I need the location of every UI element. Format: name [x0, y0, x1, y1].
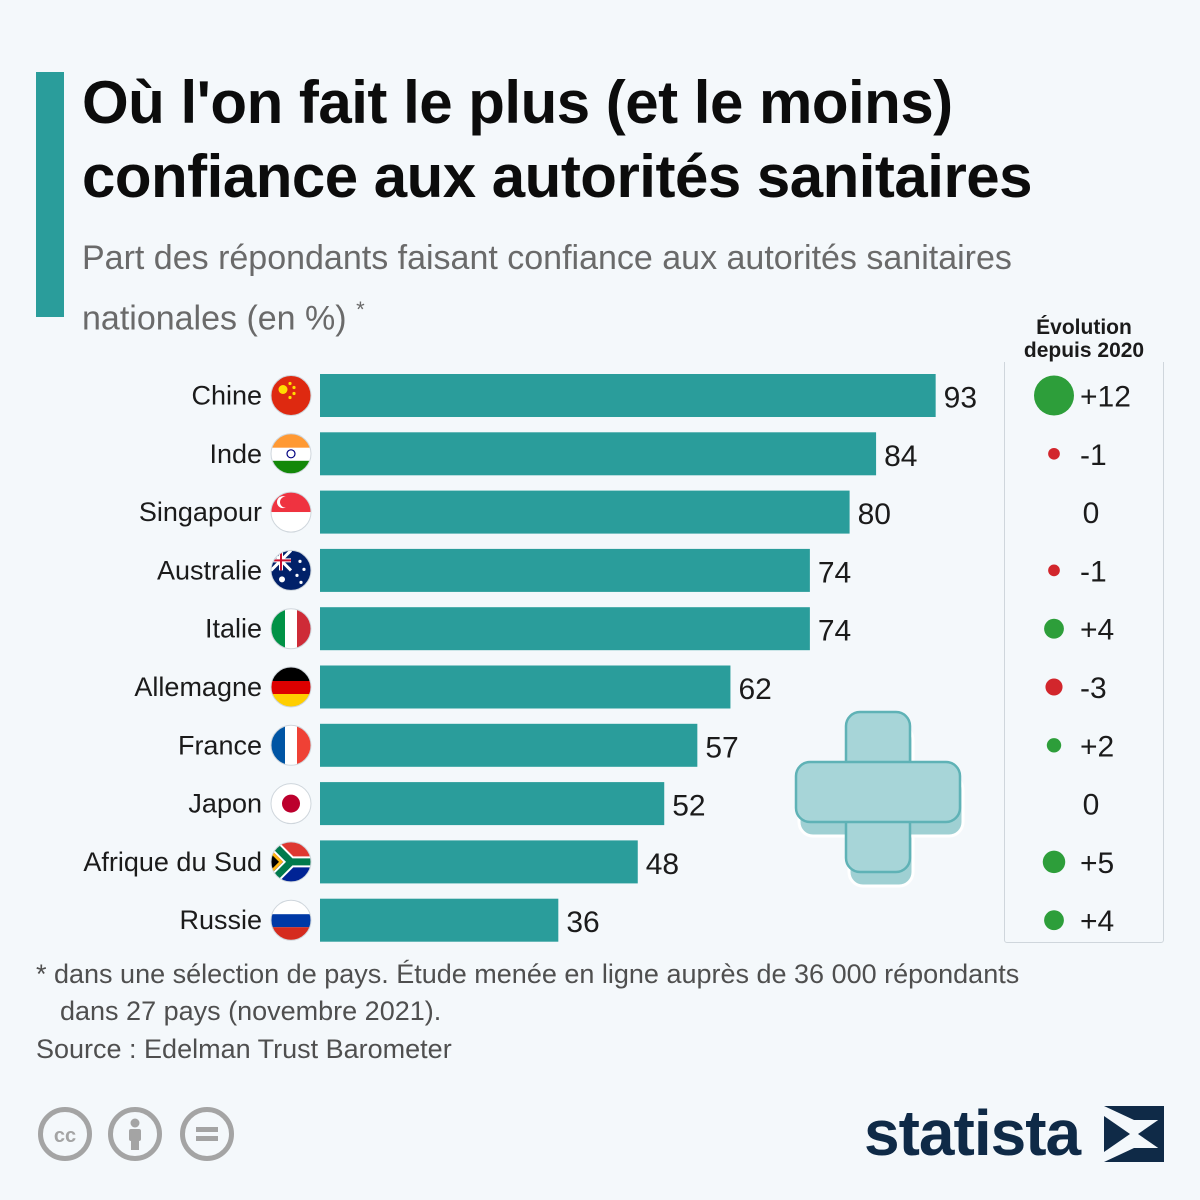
- value-label-2: 80: [858, 498, 891, 531]
- evolution-dot-6: [1046, 738, 1062, 753]
- bar-2: [320, 490, 850, 534]
- bar-3: [320, 548, 810, 592]
- statista-logo-text[interactable]: statista: [864, 1097, 1081, 1169]
- evolution-label-7: 0: [1083, 789, 1100, 822]
- category-label-5: Allemagne: [134, 672, 262, 702]
- evolution-label-0: +12: [1080, 381, 1131, 414]
- evolution-label-9: +4: [1080, 905, 1114, 938]
- value-label-0: 93: [944, 382, 977, 415]
- footnote: * dans une sélection de pays. Étude mené…: [36, 956, 1176, 1030]
- flag-icon-9: [270, 899, 312, 941]
- evolution-label-3: -1: [1080, 555, 1107, 588]
- evolution-dot-0: [1034, 375, 1074, 416]
- flag-icon-5: [270, 666, 312, 708]
- value-label-7: 52: [672, 790, 705, 823]
- flag-icon-4: [270, 608, 312, 650]
- accent-bar: [36, 72, 64, 317]
- evolution-dot-3: [1048, 564, 1060, 577]
- flag-icon-3: [270, 549, 312, 591]
- bar-1: [320, 432, 877, 476]
- category-label-8: Afrique du Sud: [83, 847, 262, 877]
- evolution-dot-8: [1042, 850, 1066, 874]
- category-label-0: Chine: [191, 381, 262, 411]
- bar-5: [320, 665, 731, 709]
- bar-7: [320, 782, 665, 826]
- statista-logo-icon: [1104, 1106, 1164, 1162]
- subtitle-text: Part des répondants faisant confiance au…: [82, 239, 1012, 338]
- evolution-dot-1: [1048, 447, 1060, 460]
- svg-text:cc: cc: [54, 1125, 76, 1147]
- cc-icon[interactable]: cc: [38, 1107, 92, 1161]
- evolution-header: Évolution depuis 2020: [1004, 316, 1164, 362]
- category-label-7: Japon: [188, 789, 262, 819]
- value-label-9: 36: [566, 906, 599, 939]
- flag-icon-1: [270, 433, 312, 475]
- value-label-6: 57: [705, 731, 738, 764]
- bar-6: [320, 723, 698, 767]
- evolution-dot-5: [1045, 678, 1063, 696]
- chart-title: Où l'on fait le plus (et le moins) confi…: [82, 69, 1033, 210]
- footnote-line-1: * dans une sélection de pays. Étude mené…: [36, 959, 1020, 989]
- value-label-3: 74: [818, 556, 851, 589]
- value-label-4: 74: [818, 615, 851, 648]
- flag-icon-7: [270, 783, 312, 825]
- bar-4: [320, 607, 810, 651]
- category-label-3: Australie: [157, 555, 262, 585]
- evolution-dot-9: [1044, 910, 1064, 931]
- evolution-label-6: +2: [1080, 730, 1114, 763]
- category-label-2: Singapour: [139, 497, 262, 527]
- category-label-6: France: [178, 730, 262, 760]
- value-label-1: 84: [884, 440, 917, 473]
- value-label-5: 62: [738, 673, 771, 706]
- bar-0: [320, 374, 936, 417]
- evolution-label-5: -3: [1080, 672, 1107, 705]
- evolution-dot-4: [1044, 618, 1064, 639]
- bar-8: [320, 840, 638, 884]
- category-label-4: Italie: [205, 614, 262, 644]
- flag-icon-0: [270, 375, 312, 416]
- evolution-label-8: +5: [1080, 847, 1114, 880]
- category-label-9: Russie: [179, 905, 262, 935]
- attribution-icon[interactable]: [108, 1107, 162, 1161]
- no-derivatives-icon[interactable]: [180, 1107, 234, 1161]
- flag-icon-8: [270, 841, 312, 883]
- bar-9: [320, 898, 559, 942]
- footnote-line-2: dans 27 pays (novembre 2021).: [60, 996, 442, 1026]
- value-label-8: 48: [646, 848, 679, 881]
- medical-cross-icon: [794, 710, 965, 888]
- subtitle-footnote-marker: *: [356, 297, 365, 322]
- flag-icon-6: [270, 724, 312, 766]
- flag-icon-2: [270, 491, 312, 533]
- chart-subtitle: Part des répondants faisant confiance au…: [82, 232, 1132, 344]
- bar-chart: Chine 93 +12 Inde 84 -1 Singapour 80 0 Australie 7…: [83, 374, 1131, 942]
- category-label-1: Inde: [209, 439, 262, 469]
- source-note: Source : Edelman Trust Barometer: [36, 1034, 452, 1064]
- evolution-label-1: -1: [1080, 439, 1107, 472]
- evolution-label-2: 0: [1083, 497, 1100, 530]
- evolution-label-4: +4: [1080, 614, 1114, 647]
